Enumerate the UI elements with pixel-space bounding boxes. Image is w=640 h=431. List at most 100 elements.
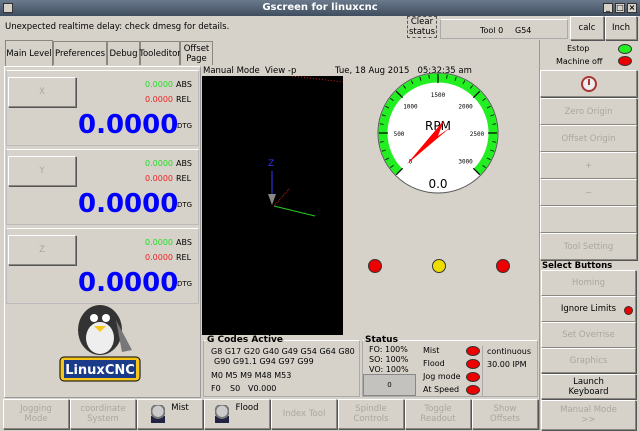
select-button[interactable]: Manual Mode >> [541,400,636,430]
gauge-tick-label: 500 [394,131,405,138]
window-menu-icon[interactable] [3,3,13,13]
tab-offset-page[interactable]: Offset Page [180,41,213,65]
select-button-label: Graphics [569,355,608,366]
select-button[interactable]: Homing [541,270,636,296]
jog-rate: 30.00 IPM [487,360,527,369]
select-button[interactable]: Ignore Limits [541,296,636,322]
gauge-tick-label: 2500 [470,131,485,138]
dtg-label: DTG [177,280,193,288]
gauge-tick [379,141,384,143]
gauge-tick [490,114,495,117]
maximize-icon[interactable]: □ [615,3,625,13]
bottom-button-mist[interactable]: Mist [137,399,203,429]
gauge-needle [406,120,451,165]
abs-label: ABS [176,159,192,168]
clear-status-button[interactable]: Clear status [407,16,437,38]
gauge-tick [419,76,422,81]
jog-type: continuous [487,347,531,356]
rel-value: 0.0000 [145,253,173,262]
gauge-tick [390,165,394,169]
gauge-tick [490,149,495,152]
gauge-tick [395,90,404,99]
select-button[interactable]: Set Overrise [541,322,636,348]
abs-label: ABS [176,238,192,247]
gauge-tick [410,80,414,85]
bottom-button-label: Index Tool [282,409,326,419]
gauge-tick [454,76,457,81]
status-led-label: Jog mode [423,372,461,381]
gauge-label: RPM [425,119,451,133]
bottom-button-show-offsets[interactable]: Show Offsets [472,399,538,429]
estop-label: Estop [567,44,590,53]
power-button[interactable] [540,70,637,97]
gauge-tick [385,157,390,161]
gauge-tick [379,123,384,125]
bottom-button-flood[interactable]: Flood [204,399,270,429]
feed-value: F0 [211,384,221,393]
status-led [466,385,480,395]
status-led [466,359,480,369]
minimize-icon[interactable]: _ [603,3,613,13]
machine-led [618,56,632,66]
units-button[interactable]: Inch [605,16,637,40]
bottom-button-coordinate-system[interactable]: coordinate System [70,399,136,429]
dtg-label: DTG [177,122,193,130]
gauge-tick [402,85,406,89]
indicator-led [496,259,510,273]
select-button[interactable]: Launch Keyboard [541,374,636,399]
gauge-tick [492,123,497,125]
tab-preferences[interactable]: Preferences [53,41,107,65]
close-icon[interactable]: × [627,3,637,13]
bottom-button-spindle-controls[interactable]: Spindle Controls [338,399,404,429]
gauge-tick [472,167,481,176]
rel-label: REL [176,174,192,183]
axis-z-button[interactable]: Z [8,235,76,265]
gauge-tick [390,97,394,101]
status-led-label: Flood [423,359,445,368]
right-button[interactable] [540,206,637,233]
abs-value: 0.0000 [145,159,173,168]
tab-tooleditor[interactable]: Tooleditor [139,41,181,65]
gauge-tick [482,165,486,169]
gauge-tick-label: 0 [409,159,413,166]
status-led-label: Mist [423,346,440,355]
gauge-tick [470,85,474,89]
right-button[interactable]: Tool Setting [540,233,637,260]
bottom-button-toggle-readout[interactable]: Toggle Readout [405,399,471,429]
velocity-override: VO: 100% [369,365,409,374]
status-led [466,372,480,382]
rel-label: REL [176,253,192,262]
status-led [466,346,480,356]
gcodes-line1: G8 G17 G20 G40 G49 G54 G64 G80 [211,347,355,356]
dtg-value: 0.0000 [78,110,179,140]
select-button[interactable]: Graphics [541,348,636,373]
rpm-gauge: 0 500 1000 1500 2000 2500 3000 RPM 0.0 [373,72,503,202]
tab-debug[interactable]: Debug [107,41,140,65]
toolpath-preview[interactable]: Z [202,75,344,335]
indicator-led [432,259,446,273]
axis-x-button[interactable]: X [8,77,76,107]
right-button[interactable]: + [540,152,637,179]
right-button[interactable]: Offset Origin [540,125,637,152]
calc-button[interactable]: calc [570,16,604,40]
gauge-tick [482,97,486,101]
title-bar: Gscreen for linuxcnc _ □ × [0,0,640,16]
dtg-value: 0.0000 [78,268,179,298]
right-button[interactable]: − [540,179,637,206]
rel-label: REL [176,95,192,104]
right-button[interactable]: Zero Origin [540,98,637,125]
power-icon [580,75,597,92]
bottom-button-label: Flood [235,403,259,413]
gauge-tick [486,157,491,161]
axis-y-button[interactable]: Y [8,156,76,186]
gcodes-title: G Codes Active [206,335,285,345]
logo-text: LinuxCNC [65,363,135,378]
gauge-tick [428,74,430,79]
gcodes-line2: G90 G91.1 G94 G97 G99 [214,357,314,366]
preview-datetime: Tue, 18 Aug 2015 05:32:35 am [335,66,472,76]
bottom-button-jogging-mode[interactable]: Jogging Mode [3,399,69,429]
bottom-button-index-tool[interactable]: Index Tool [271,399,337,429]
tab-main-level[interactable]: Main Level [5,40,53,66]
abs-value: 0.0000 [145,80,173,89]
select-button-label: Ignore Limits [560,304,617,314]
